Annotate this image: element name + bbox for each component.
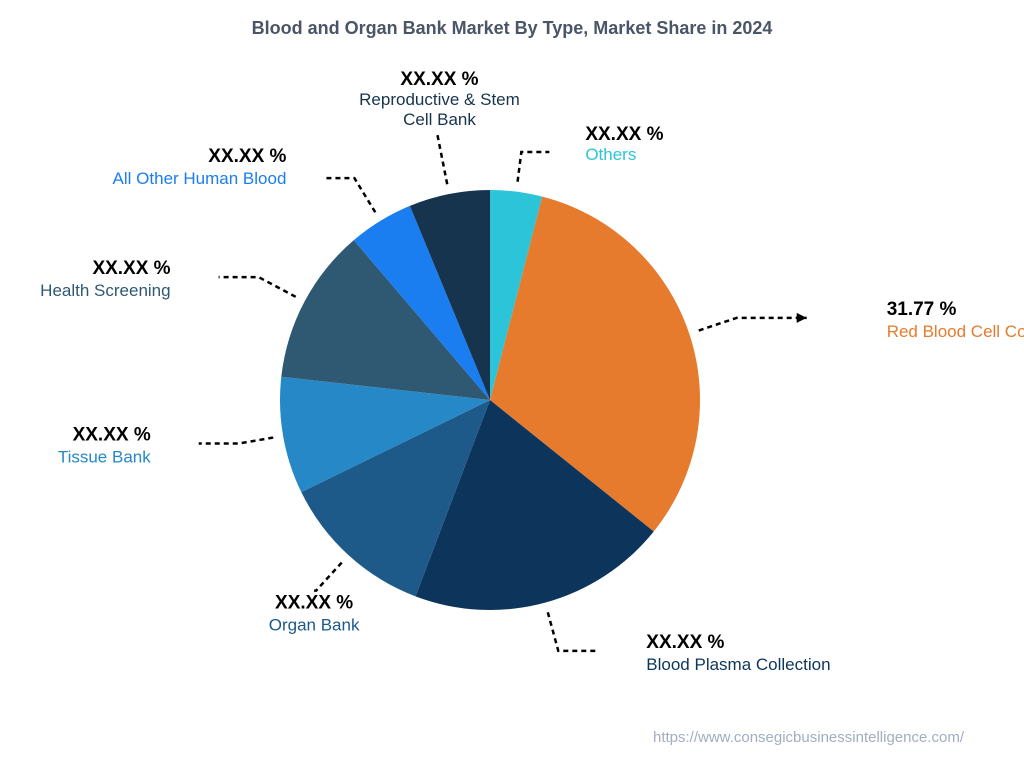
slice-percent: 31.77 % — [887, 299, 957, 320]
slice-percent: XX.XX % — [92, 258, 170, 279]
leader-line — [518, 152, 550, 182]
leader-line — [219, 277, 296, 297]
slice-percent: XX.XX % — [275, 593, 353, 614]
slice-label: Red Blood Cell Collection — [887, 322, 1024, 341]
slice-label: All Other Human Blood — [113, 169, 287, 188]
pie-chart: XX.XX %Others31.77 %Red Blood Cell Colle… — [0, 0, 1024, 768]
slice-percent: XX.XX % — [400, 69, 478, 90]
slice-label: Reproductive & Stem — [359, 90, 520, 109]
slice-label: Tissue Bank — [58, 448, 151, 467]
leader-line — [699, 318, 807, 331]
slice-label: Others — [585, 145, 636, 164]
source-url: https://www.consegicbusinessintelligence… — [653, 729, 964, 746]
slice-label: Health Screening — [40, 281, 170, 300]
leader-line — [199, 438, 273, 444]
slice-percent: XX.XX % — [208, 146, 286, 167]
arrow-icon — [797, 313, 807, 323]
leader-line — [324, 178, 375, 212]
slice-label: Organ Bank — [269, 616, 360, 635]
slice-percent: XX.XX % — [646, 632, 724, 653]
slice-percent: XX.XX % — [585, 124, 663, 145]
leader-line — [548, 612, 599, 651]
leader-line — [314, 563, 342, 591]
slice-percent: XX.XX % — [73, 425, 151, 446]
chart-container: Blood and Organ Bank Market By Type, Mar… — [0, 0, 1024, 768]
leader-line — [437, 135, 447, 184]
slice-label: Blood Plasma Collection — [646, 655, 830, 674]
slice-label: Cell Bank — [403, 110, 476, 129]
